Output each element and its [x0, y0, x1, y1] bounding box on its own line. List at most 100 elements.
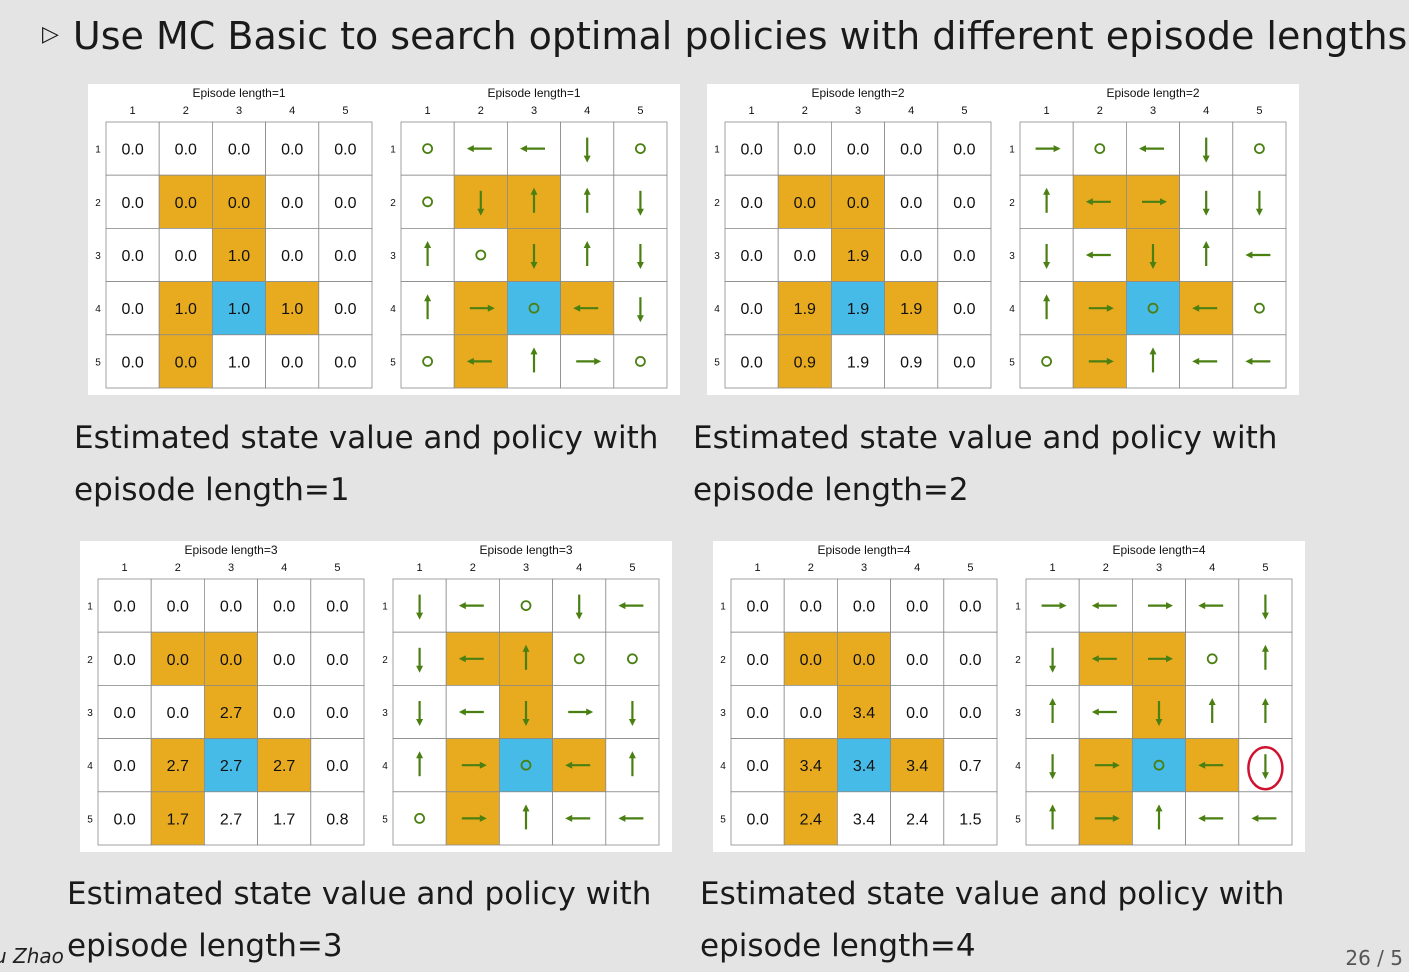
- row-label: 4: [720, 761, 726, 772]
- state-value: 0.0: [175, 142, 197, 159]
- column-label: 1: [122, 562, 128, 574]
- column-label: 2: [470, 562, 476, 574]
- arrow-left-icon: [1091, 708, 1117, 716]
- column-label: 5: [1262, 562, 1268, 574]
- arrow-down-icon: [522, 701, 530, 726]
- column-label: 1: [755, 562, 761, 574]
- column-label: 4: [1203, 105, 1209, 117]
- arrow-up-icon: [416, 751, 424, 777]
- arrow-down-icon: [1043, 244, 1051, 269]
- highlight-circle-annotation: [1247, 745, 1284, 791]
- arrow-left-icon: [565, 814, 591, 822]
- caption-line-1: Estimated state value and policy with: [74, 420, 659, 456]
- arrow-up-icon: [522, 644, 530, 670]
- grid-cell: [212, 121, 267, 176]
- state-value: 2.7: [220, 811, 242, 828]
- grid-cell: [392, 791, 447, 846]
- state-value: 0.8: [326, 811, 348, 828]
- arrow-up-icon: [530, 347, 538, 373]
- grid-cell: [204, 791, 259, 846]
- state-value: 0.0: [334, 142, 356, 159]
- caption-line-1: Estimated state value and policy with: [700, 876, 1285, 912]
- grid-cell: [884, 334, 939, 389]
- state-value: 0.0: [273, 599, 295, 616]
- grid-cell: [724, 227, 779, 282]
- arrow-left-icon: [1198, 814, 1224, 822]
- arrow-right-icon: [568, 708, 594, 716]
- row-label: 5: [382, 814, 388, 825]
- row-label: 3: [95, 251, 101, 262]
- row-label: 5: [1009, 357, 1015, 368]
- grid-cell: [730, 738, 785, 793]
- state-value: 0.0: [228, 142, 250, 159]
- panel-episode-length-1: Episode length=1 1 2 3 4 5 1 2 3 4 5 0.0 0.0 0.0 0.0 0.…: [88, 84, 680, 395]
- state-value: 0.0: [175, 354, 197, 371]
- grid-cell: [1232, 281, 1287, 336]
- state-value: 0.0: [281, 142, 303, 159]
- grid-cell: [212, 334, 267, 389]
- state-value: 0.0: [273, 652, 295, 669]
- arrow-left-icon: [1245, 357, 1271, 365]
- row-label: 3: [1015, 708, 1021, 719]
- row-label: 4: [1015, 761, 1021, 772]
- arrow-up-icon: [1155, 804, 1163, 830]
- caption-episode-length-2: Estimated state value and policy with ep…: [693, 412, 1277, 516]
- caption-line-1: Estimated state value and policy with: [693, 420, 1278, 456]
- state-value: 1.9: [847, 301, 869, 318]
- state-value: 2.7: [220, 758, 242, 775]
- column-label: 1: [425, 105, 431, 117]
- state-value: 0.0: [746, 758, 768, 775]
- column-label: 5: [1256, 105, 1262, 117]
- state-value: 0.0: [113, 705, 135, 722]
- arrow-right-icon: [1035, 145, 1061, 153]
- arrow-down-icon: [530, 244, 538, 269]
- state-value: 0.0: [175, 248, 197, 265]
- arrow-left-icon: [565, 761, 591, 769]
- arrow-left-icon: [1139, 145, 1164, 153]
- row-label: 1: [382, 602, 388, 613]
- row-label: 4: [714, 304, 720, 315]
- caption-episode-length-4: Estimated state value and policy with ep…: [700, 868, 1284, 972]
- state-value-title: Episode length=2: [811, 86, 904, 100]
- arrow-left-icon: [466, 357, 492, 365]
- arrow-left-icon: [618, 814, 644, 822]
- grid-cell: [943, 684, 998, 739]
- row-label: 3: [390, 251, 396, 262]
- state-value: 0.0: [167, 705, 189, 722]
- state-value: 1.5: [959, 811, 981, 828]
- arrow-down-icon: [1049, 754, 1057, 780]
- state-value: 3.4: [853, 758, 875, 775]
- row-label: 3: [1009, 251, 1015, 262]
- row-label: 2: [95, 198, 101, 209]
- state-value: 0.0: [281, 354, 303, 371]
- grid-cell: [105, 174, 160, 229]
- policy-title: Episode length=1: [487, 86, 580, 100]
- column-label: 1: [1050, 562, 1056, 574]
- column-label: 5: [967, 562, 973, 574]
- arrow-up-icon: [1202, 241, 1210, 266]
- state-value: 0.0: [334, 301, 356, 318]
- arrow-down-icon: [636, 297, 644, 323]
- state-value: 0.0: [847, 195, 869, 212]
- arrow-left-icon: [1192, 357, 1218, 365]
- column-label: 1: [417, 562, 423, 574]
- column-label: 2: [1097, 105, 1103, 117]
- state-value: 0.0: [953, 301, 975, 318]
- grid-cell: [1232, 121, 1287, 176]
- state-value: 0.0: [794, 142, 816, 159]
- state-value: 1.9: [847, 248, 869, 265]
- state-value: 0.0: [121, 301, 143, 318]
- grid-cell: [318, 281, 373, 336]
- column-label: 1: [749, 105, 755, 117]
- state-value: 0.0: [326, 758, 348, 775]
- state-value: 0.9: [900, 354, 922, 371]
- state-value: 1.9: [794, 301, 816, 318]
- row-label: 2: [87, 655, 93, 666]
- footer-page-number: 26 / 5: [1345, 946, 1403, 970]
- arrow-up-icon: [1049, 698, 1057, 723]
- state-value: 0.0: [746, 652, 768, 669]
- grid-cell: [105, 334, 160, 389]
- grid-cell: [730, 684, 785, 739]
- state-value: 0.0: [113, 758, 135, 775]
- row-label: 4: [390, 304, 396, 315]
